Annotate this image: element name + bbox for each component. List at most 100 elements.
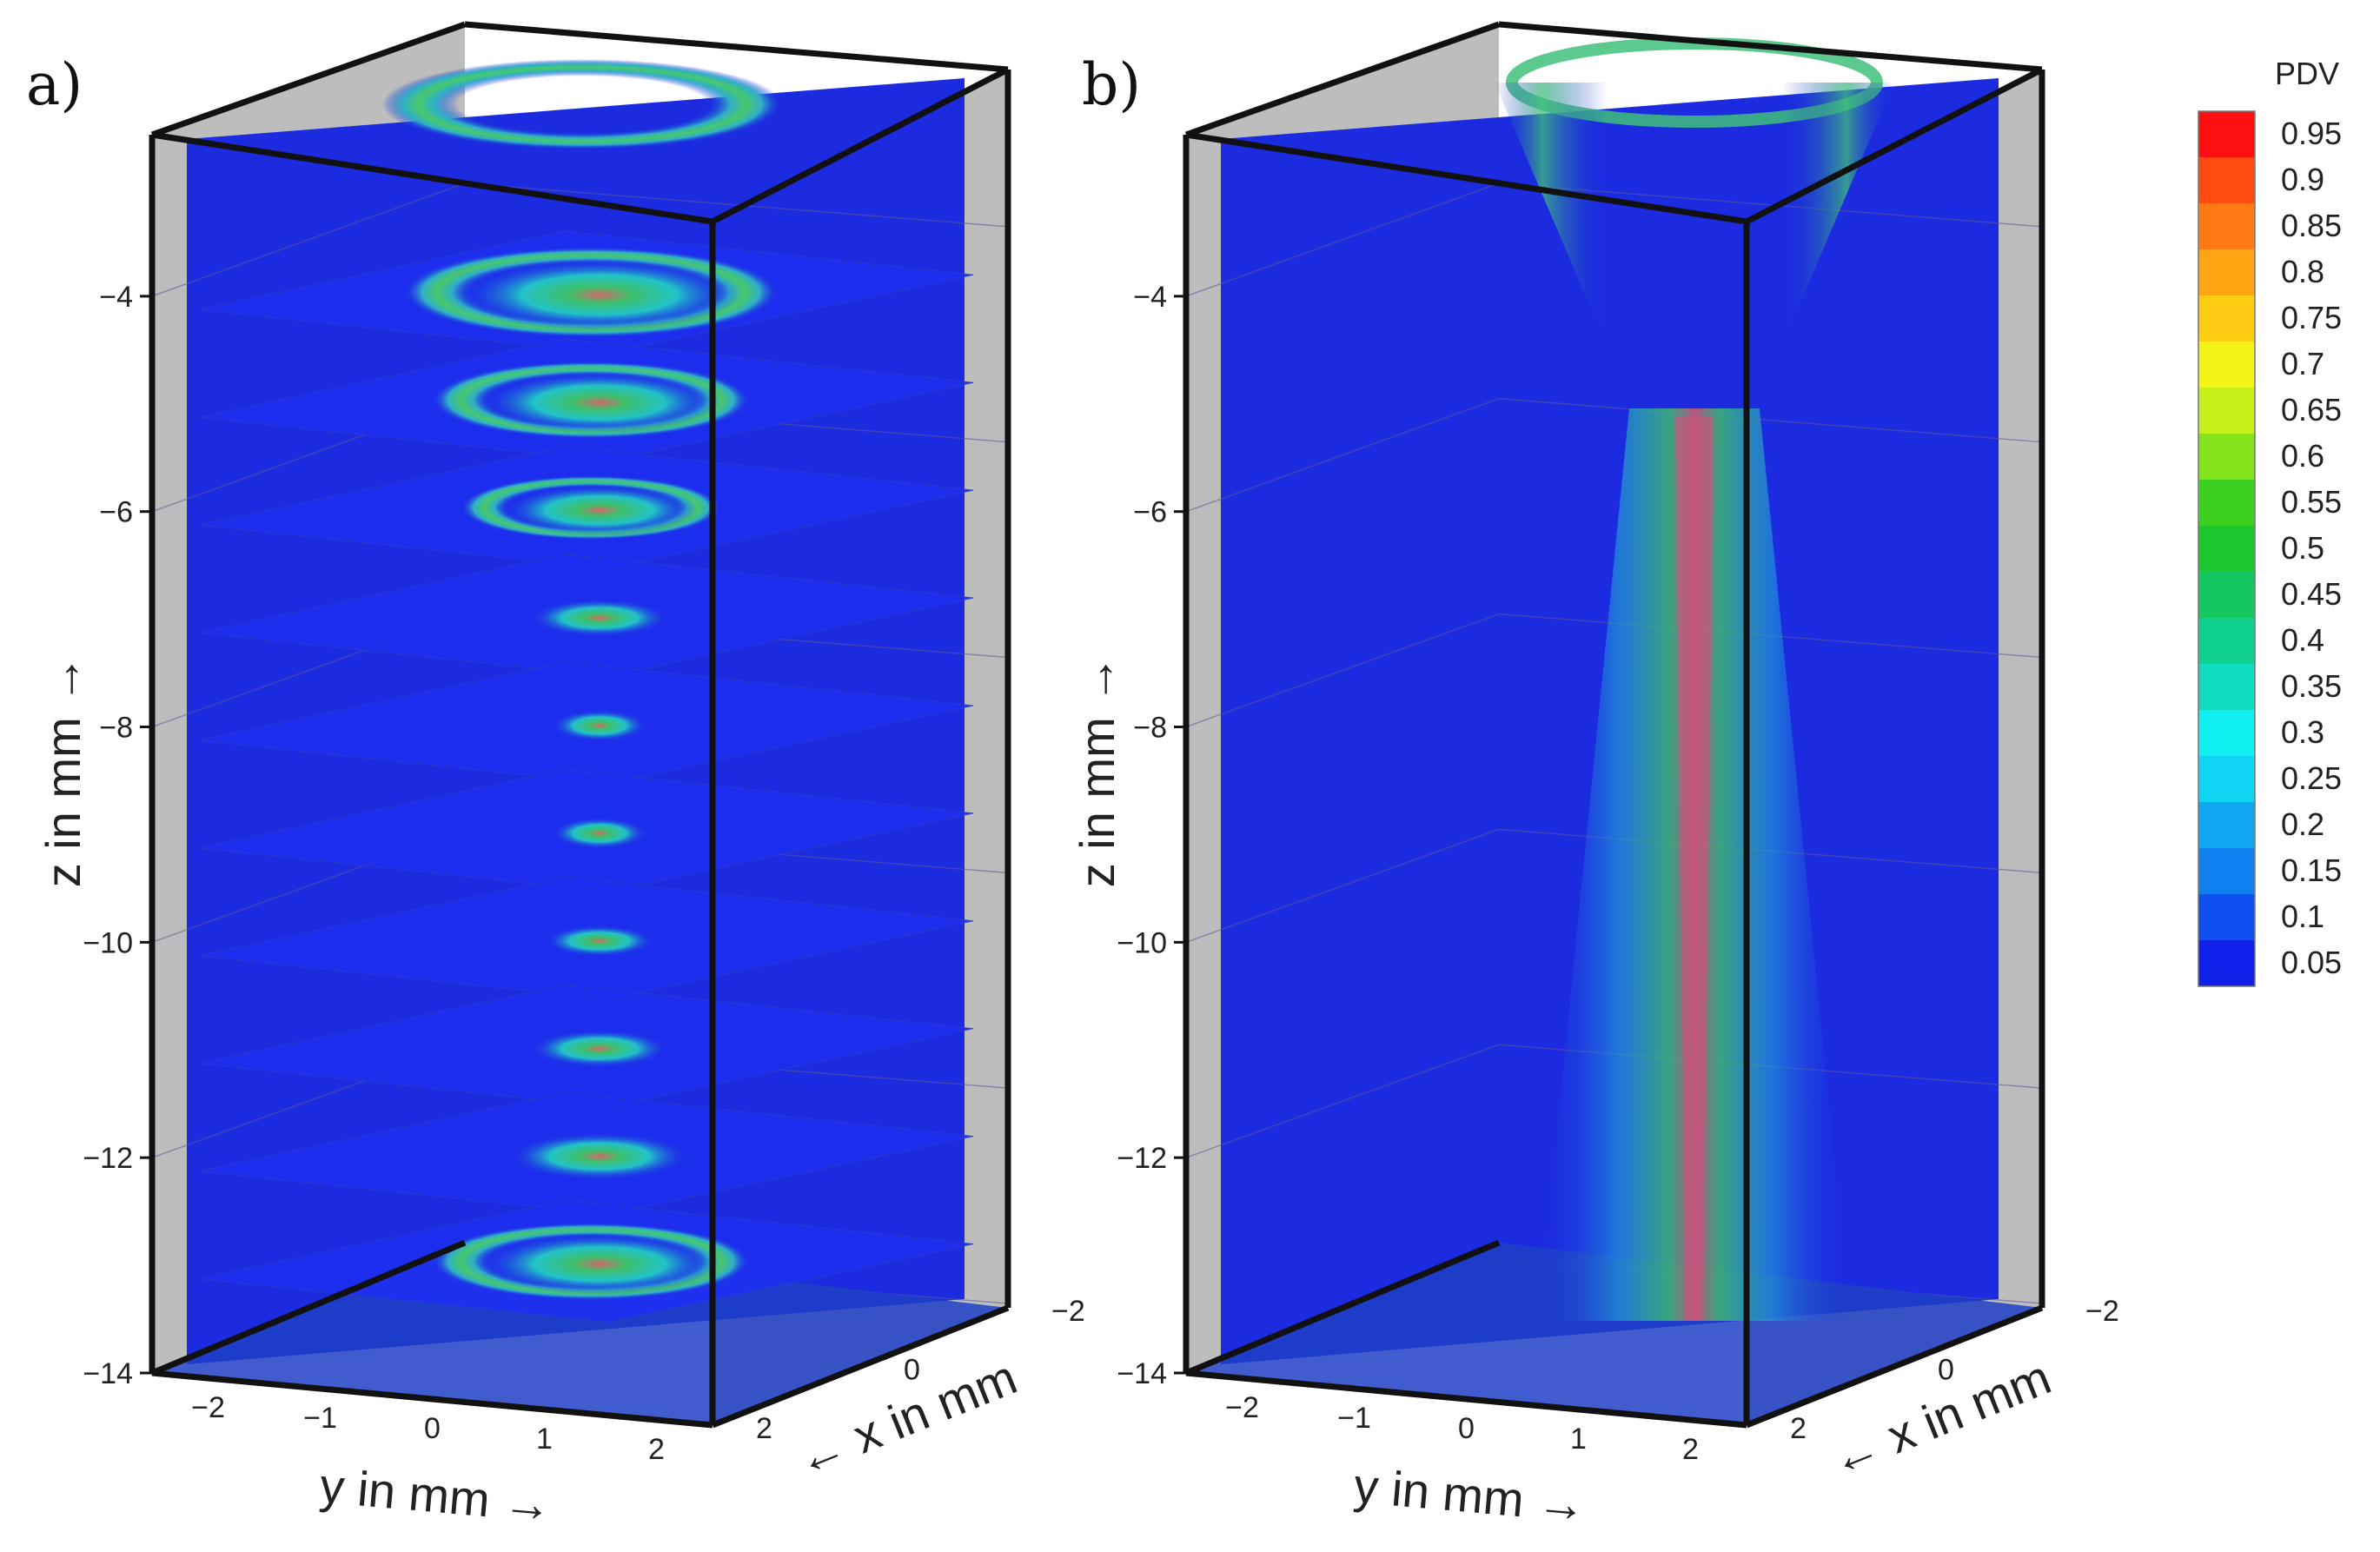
colorbar-label: 0.25 [2281, 760, 2342, 796]
box-edge [151, 131, 713, 225]
colorbar: 0.95 0.9 0.85 0.8 0.75 0.7 0.65 0.6 0.55 0.5 0.45 0… [2198, 110, 2342, 987]
box-edge [711, 66, 1010, 225]
box-edge [711, 1304, 1010, 1429]
colorbar-swatch [2198, 157, 2255, 203]
y-tick-label: 0 [1458, 1412, 1475, 1445]
colorbar-swatch [2198, 526, 2255, 572]
z-tick-label: −14 [1117, 1357, 1167, 1390]
y-tick-label: 1 [1570, 1423, 1587, 1456]
colorbar-label: 0.45 [2281, 576, 2342, 612]
colorbar-label: 0.3 [2281, 714, 2324, 750]
slice-spot [459, 258, 740, 331]
slice-spot [501, 484, 698, 536]
x-tick-label: −2 [2085, 1295, 2119, 1328]
panel-a-label: a) [26, 51, 83, 118]
colorbar-swatch [2198, 802, 2255, 848]
y-axis-title: y in mm → [1352, 1458, 1588, 1533]
z-tick-label: −12 [83, 1142, 133, 1175]
slice-ring-top [382, 59, 782, 149]
colorbar-label: 0.85 [2281, 208, 2342, 243]
z-tick-label: −14 [83, 1357, 133, 1390]
grid-line-z [151, 182, 466, 297]
colorbar-label: 0.35 [2281, 668, 2342, 704]
slice-spot [530, 599, 669, 637]
x-tick-label: 2 [756, 1412, 772, 1445]
x-tick-label: −2 [1051, 1295, 1085, 1328]
panel-b: −4−6−8−10−12−14−2 −1 0 1 220−2z in mm →y in … [1070, 21, 2119, 1533]
y-tick-label: 0 [424, 1412, 441, 1445]
slice-spot [508, 1132, 691, 1181]
slice-spot [480, 1232, 719, 1296]
box-edge [1184, 1239, 1501, 1376]
slice-spot [480, 371, 719, 434]
z-tick-label: −8 [99, 712, 133, 745]
colorbar-swatch [2198, 894, 2255, 940]
colorbar-swatch [2198, 710, 2255, 756]
colorbar-swatch [2198, 756, 2255, 802]
colorbar-swatch [2198, 664, 2255, 710]
colorbar-label: 0.4 [2281, 622, 2324, 658]
z-tick-label: −6 [99, 496, 133, 529]
colorbar-swatch [2198, 249, 2255, 295]
colorbar-label: 0.1 [2281, 899, 2324, 934]
slice-spot [530, 1030, 669, 1068]
y-tick-label: −1 [303, 1402, 337, 1435]
box-edge [1745, 66, 2044, 225]
colorbar-label: 0.6 [2281, 438, 2324, 474]
grid-line-z [1498, 397, 2043, 443]
box-edge [1498, 21, 2043, 73]
colorbar-label: 0.55 [2281, 484, 2342, 520]
plume-cone [1495, 83, 1894, 408]
box-edge [150, 21, 467, 138]
box-edge [1745, 1304, 2044, 1429]
x-tick-label: 0 [1938, 1354, 1954, 1387]
z-tick-label: −6 [1133, 496, 1167, 529]
colorbar-swatch [2198, 295, 2255, 342]
x-tick-label: 2 [1790, 1412, 1807, 1445]
box-edge [1184, 21, 1501, 138]
colorbar-title: PDV [2275, 56, 2339, 91]
grid-line-z [1185, 828, 1500, 944]
box-edge [464, 21, 1009, 73]
colorbar-label: 0.75 [2281, 300, 2342, 335]
slice-spot [552, 709, 647, 741]
colorbar-label: 0.15 [2281, 852, 2342, 888]
colorbar-swatch [2198, 572, 2255, 618]
box-edge [151, 1370, 713, 1429]
grid-line-z [1185, 397, 1500, 513]
colorbar-swatch [2198, 342, 2255, 388]
colorbar-label: 0.65 [2281, 392, 2342, 428]
colorbar-swatch [2198, 434, 2255, 480]
colorbar-label: 0.05 [2281, 945, 2342, 980]
z-tick-label: −4 [1133, 281, 1167, 314]
grid-line-z [464, 182, 1009, 228]
y-tick-label: 1 [536, 1423, 553, 1456]
colorbar-swatch [2198, 203, 2255, 249]
grid-line-z [1185, 182, 1500, 297]
z-axis-title: z in mm → [36, 655, 90, 888]
z-tick-label: −10 [1117, 926, 1167, 959]
y-tick-label: −2 [1225, 1391, 1259, 1424]
box-edge [150, 1239, 467, 1376]
colorbar-label: 0.7 [2281, 346, 2324, 381]
colorbar-frame [2198, 110, 2256, 987]
z-tick-label: −8 [1133, 712, 1167, 745]
colorbar-swatch [2198, 848, 2255, 894]
colorbar-swatch [2198, 480, 2255, 526]
colorbar-label: 0.95 [2281, 116, 2342, 151]
colorbar-swatch [2198, 618, 2255, 664]
grid-line-z [1185, 613, 1500, 728]
slice-spot [552, 817, 647, 849]
z-tick-label: −10 [83, 926, 133, 959]
y-tick-label: −1 [1337, 1402, 1371, 1435]
box-edge [1185, 131, 1747, 225]
y-axis-title: y in mm → [318, 1458, 554, 1533]
panel-b-label: b) [1082, 51, 1141, 118]
colorbar-label: 0.8 [2281, 254, 2324, 289]
colorbar-swatch [2198, 388, 2255, 434]
box-edge [1185, 1370, 1747, 1429]
x-tick-label: 0 [904, 1354, 920, 1387]
panel-a: −4−6−8−10−12−14−2 −1 0 1 220−2z in mm →y in … [36, 21, 1085, 1533]
z-tick-label: −4 [99, 281, 133, 314]
